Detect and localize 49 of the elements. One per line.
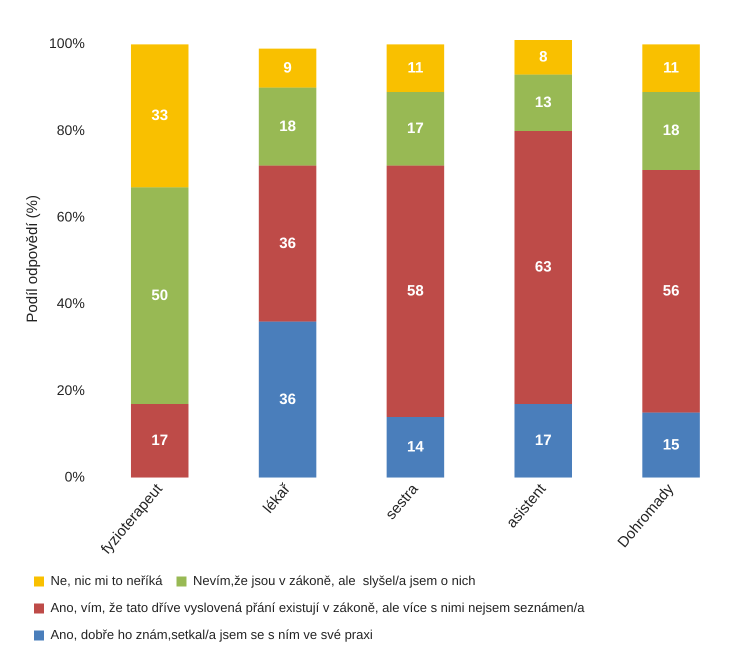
bar [642,170,700,413]
data-label: 18 [662,122,680,140]
data-label: 8 [539,48,548,66]
data-label: 56 [662,282,680,300]
data-label: 33 [151,106,168,124]
y-tick-label: 60% [56,208,85,225]
data-label: 9 [283,59,292,76]
bar [386,44,444,92]
bar [642,44,700,92]
bar [514,40,572,75]
bar [386,92,444,166]
bar [258,166,316,322]
y-tick-label: 20% [56,382,85,398]
bar [642,92,700,170]
bar [514,130,572,404]
data-label: 17 [151,432,168,449]
data-label: 36 [279,390,296,408]
y-tick-label: 100% [48,35,85,52]
data-label: 36 [279,234,296,252]
bar [130,187,188,404]
data-label: 14 [407,438,424,456]
legend-label: Ne, nic mi to neříká [50,573,164,588]
data-label: 11 [407,59,424,76]
bar [642,412,700,478]
bar [514,74,572,131]
data-label: 18 [279,118,296,135]
legend-label: Nevím,že jsou v zákoně, ale slyšel/a jsem o nich [192,573,476,588]
data-label: 15 [662,436,680,454]
data-label: 63 [534,258,552,276]
bar [258,88,316,166]
y-tick-label: 0% [64,468,85,484]
y-axis-title: Podíl odpovědí (%) [24,195,42,323]
y-tick-label: 40% [56,295,85,312]
data-label: 58 [407,282,424,300]
y-tick-label: 80% [56,122,85,138]
bar [386,166,444,417]
bar [514,404,572,478]
data-label: 17 [407,120,424,137]
bar [386,416,444,478]
data-label: 50 [151,286,168,304]
data-label: 13 [534,94,552,111]
legend-label: Ano, vím, že tato dříve vyslovená přání existují v zákoně, ale více s nimi nejsem seznámen/a [50,600,586,616]
data-label: 11 [663,59,680,76]
bar [258,48,316,88]
data-label: 17 [534,432,552,449]
legend-label: Ano, dobře ho znám,setkal/a jsem se s ním ve své praxi [50,627,373,642]
bar [130,404,188,478]
bar [258,322,316,478]
bar [130,44,188,188]
